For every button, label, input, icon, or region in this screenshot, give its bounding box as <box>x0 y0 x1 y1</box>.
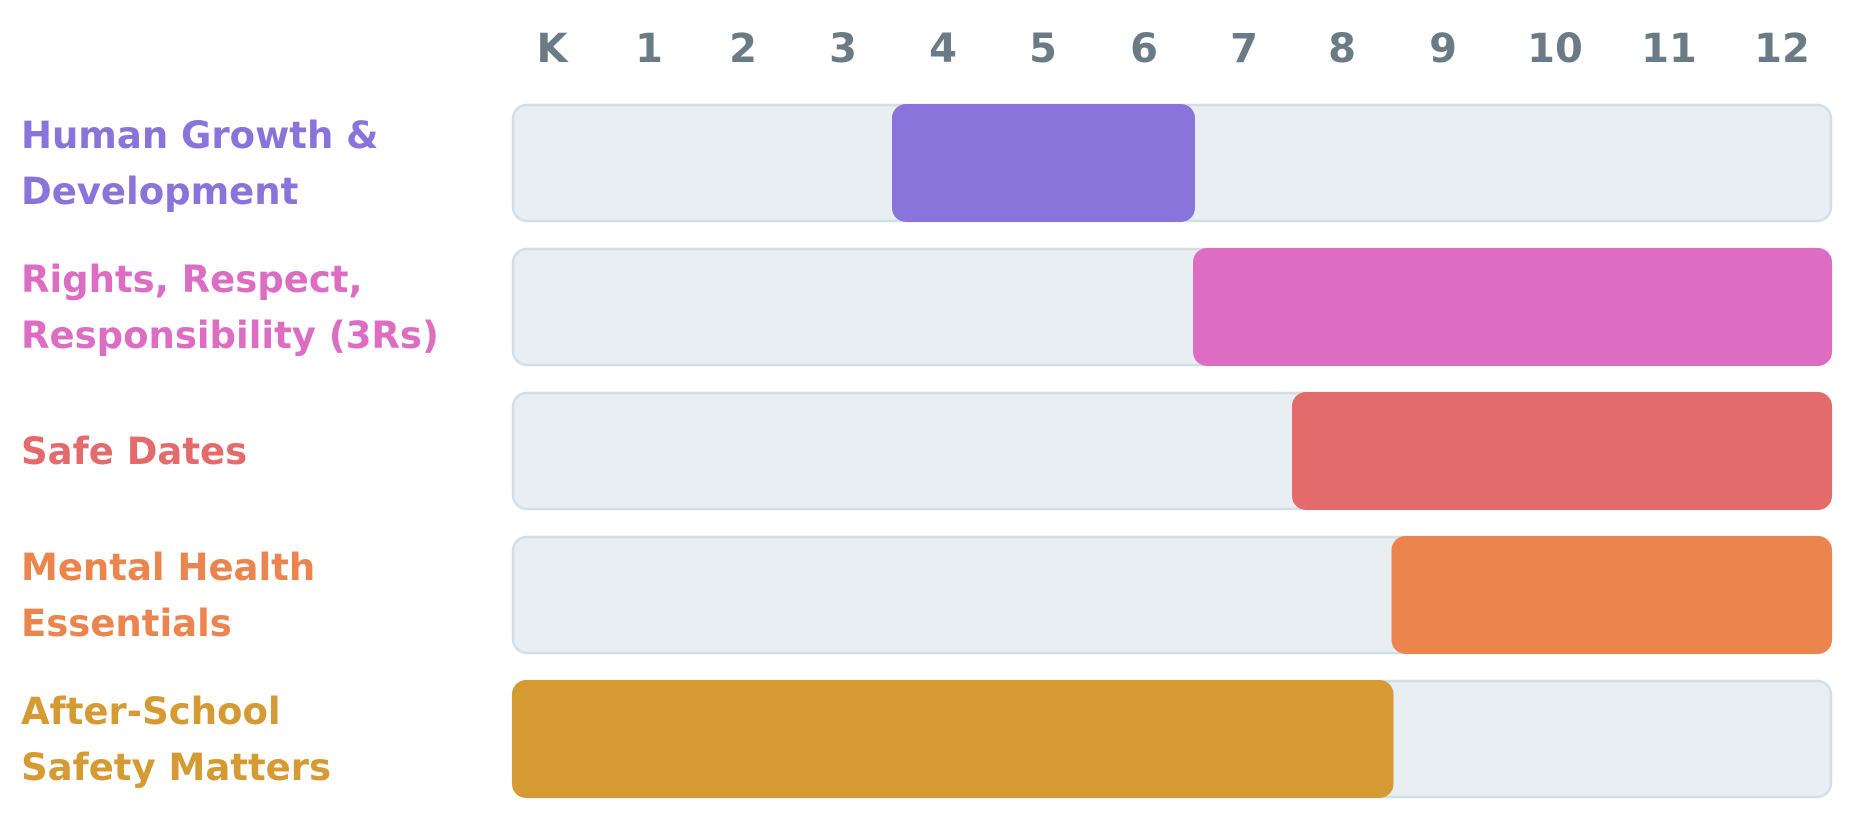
program-row-after-school-safety-matters: After-School Safety Matters <box>21 679 1833 799</box>
grade-axis: K 1 2 3 4 5 6 7 8 9 10 11 12 <box>537 26 1810 72</box>
grade-tick-label-11: 11 <box>1641 26 1697 72</box>
grade-tick-label-7: 7 <box>1230 26 1258 72</box>
grade-tick-label-5: 5 <box>1029 26 1057 72</box>
grade-tick-label-10: 10 <box>1527 26 1583 72</box>
grade-tick-label-3: 3 <box>829 26 857 72</box>
grade-tick-label-k: K <box>537 26 570 72</box>
program-label-line: After-School <box>21 690 281 733</box>
program-row-rights-respect-responsibility-3rs: Rights, Respect, Responsibility (3Rs) <box>21 247 1833 367</box>
grade-tick-label-2: 2 <box>729 26 757 72</box>
program-label-line: Mental Health <box>21 546 315 589</box>
program-label-line: Essentials <box>21 602 232 645</box>
grade-tick-label-8: 8 <box>1328 26 1356 72</box>
grade-tick-label-4: 4 <box>929 26 957 72</box>
program-row-mental-health-essentials: Mental Health Essentials <box>21 535 1833 655</box>
grade-tick-label-9: 9 <box>1429 26 1457 72</box>
grade-range-bar <box>512 680 1394 798</box>
grade-range-bar <box>892 104 1195 222</box>
grade-range-bar <box>1292 392 1832 510</box>
program-rows: Human Growth & Development Rights, Respect… <box>21 103 1833 799</box>
program-label-line: Human Growth & <box>21 114 378 157</box>
grade-tick-label-12: 12 <box>1754 26 1810 72</box>
grade-range-bar <box>1391 536 1832 654</box>
program-label-line: Safety Matters <box>21 746 331 789</box>
program-row-human-growth-development: Human Growth & Development <box>21 103 1833 223</box>
grade-range-bar <box>1193 248 1832 366</box>
grade-tick-label-6: 6 <box>1130 26 1158 72</box>
grade-tick-label-1: 1 <box>635 26 663 72</box>
program-label-line: Development <box>21 170 298 213</box>
program-label-line: Rights, Respect, <box>21 258 363 301</box>
program-label-line: Responsibility (3Rs) <box>21 314 439 357</box>
program-row-safe-dates: Safe Dates <box>21 391 1833 511</box>
program-label-line: Safe Dates <box>21 430 247 473</box>
